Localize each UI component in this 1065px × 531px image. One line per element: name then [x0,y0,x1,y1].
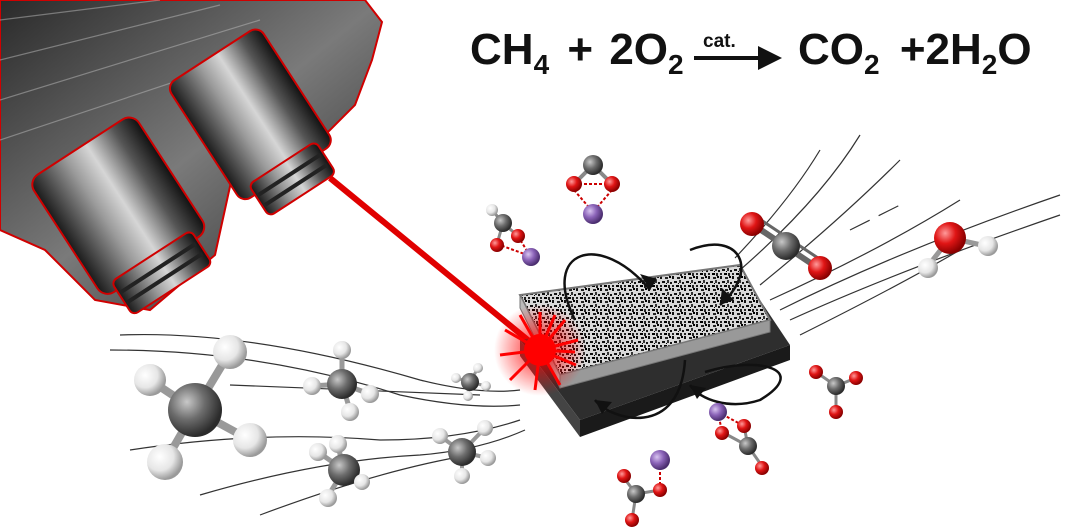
reaction-products: CO2 +2H2O [798,28,1032,79]
co2-molecule [740,212,832,280]
catalyst-label: cat. [703,31,736,52]
reaction-equation: CH4 + 2O2 [470,28,684,79]
product-water-end: O [997,25,1032,74]
product-co2: CO [798,25,864,74]
reactant-oxygen-subscript: 2 [668,49,684,80]
reactant-methane: CH [470,25,534,74]
plus-sign-1: + [567,25,594,74]
methane-molecule-small [451,363,491,401]
intermediate-bottom-center [617,450,670,527]
microscope-objective-icon [0,0,384,315]
circulation-arrows [563,243,782,420]
product-water: +2H [899,25,982,74]
water-molecule [918,222,998,278]
methane-molecule-bottom-1 [309,435,370,507]
intermediate-top-center [566,155,620,224]
product-water-subscript: 2 [981,49,998,80]
intermediate-top-left [486,204,540,266]
product-co2-subscript: 2 [864,49,880,80]
reaction-arrow [694,46,782,70]
methane-molecule-large [134,335,267,480]
reactant-methane-subscript: 4 [533,49,550,80]
intermediate-bottom-right [709,403,769,475]
reactant-flow-lines [109,333,526,516]
methane-molecule-medium [303,341,379,421]
product-flow-lines [734,134,1061,336]
laser-spot-icon [494,304,586,396]
carbonate-molecule-right [809,365,863,419]
catalyst-plate-icon [518,263,790,437]
reactant-oxygen: 2O [609,25,669,74]
methane-molecule-bottom-2 [432,420,496,484]
